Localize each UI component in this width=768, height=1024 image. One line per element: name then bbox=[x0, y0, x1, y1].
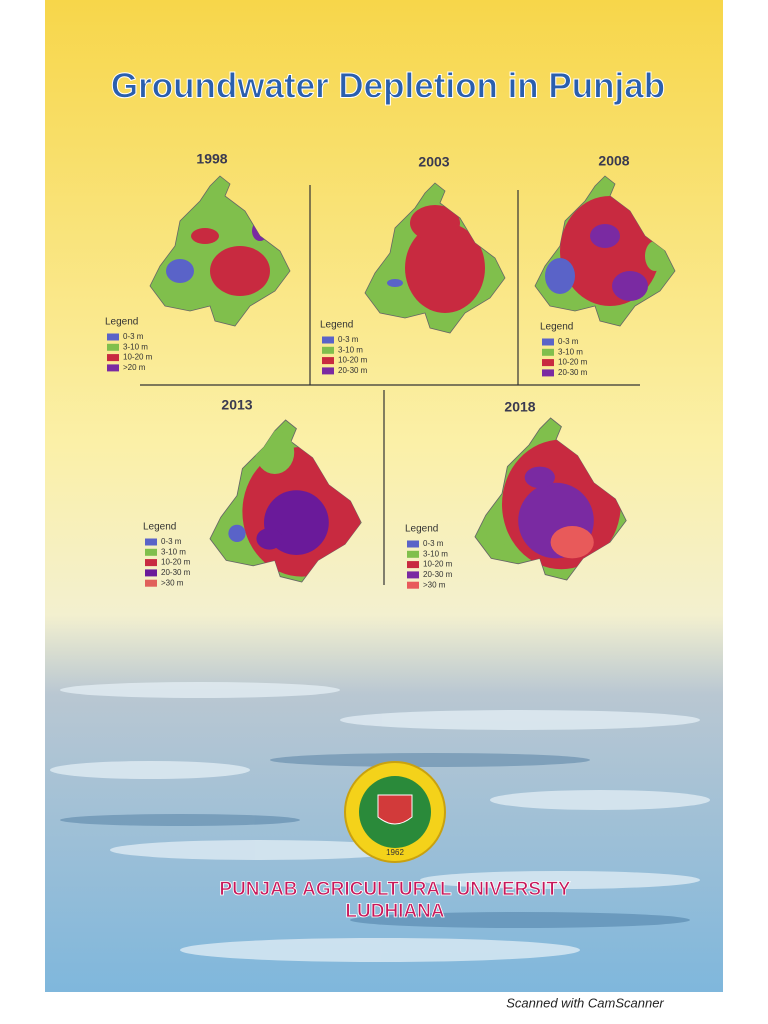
map-year: 2008 bbox=[598, 153, 629, 169]
legend-swatch bbox=[407, 550, 419, 558]
legend-swatch bbox=[145, 538, 157, 546]
zone bbox=[405, 223, 485, 313]
zone bbox=[645, 241, 665, 271]
legend-swatch bbox=[107, 343, 119, 351]
legend-label: 0-3 m bbox=[338, 335, 359, 344]
legend-label: 20-30 m bbox=[423, 570, 453, 579]
zone bbox=[590, 224, 620, 248]
legend-swatch bbox=[407, 581, 419, 589]
legend-swatch bbox=[145, 548, 157, 556]
zone bbox=[256, 528, 283, 550]
map-year: 2013 bbox=[221, 397, 252, 413]
legend-label: 3-10 m bbox=[123, 342, 148, 351]
legend-title: Legend bbox=[320, 320, 353, 331]
legend-label: 0-3 m bbox=[423, 539, 444, 548]
legend-swatch bbox=[322, 346, 334, 354]
legend-label: 20-30 m bbox=[161, 568, 191, 577]
legend-label: 10-20 m bbox=[338, 356, 368, 365]
water bbox=[50, 682, 710, 962]
map-zones bbox=[387, 205, 485, 313]
zone bbox=[545, 258, 575, 294]
legend-label: 3-10 m bbox=[338, 345, 363, 354]
zone bbox=[228, 524, 246, 543]
legend-label: >30 m bbox=[423, 580, 446, 589]
zone bbox=[524, 466, 555, 489]
legend-label: 3-10 m bbox=[161, 547, 186, 556]
legend-title: Legend bbox=[105, 317, 138, 328]
legend-swatch bbox=[145, 559, 157, 567]
legend-swatch bbox=[107, 354, 119, 362]
legend-title: Legend bbox=[143, 522, 176, 533]
legend-swatch bbox=[107, 333, 119, 341]
zone bbox=[550, 526, 594, 559]
university-city: LUDHIANA bbox=[345, 901, 444, 922]
map-year: 2003 bbox=[418, 154, 449, 170]
legend-title: Legend bbox=[405, 524, 438, 535]
legend-swatch bbox=[322, 336, 334, 344]
legend-swatch bbox=[145, 579, 157, 587]
legend-label: 10-20 m bbox=[123, 353, 153, 362]
legend-label: 20-30 m bbox=[558, 368, 588, 377]
legend-swatch bbox=[407, 571, 419, 579]
dividers bbox=[140, 185, 640, 585]
zone bbox=[485, 526, 508, 548]
legend-swatch bbox=[322, 367, 334, 375]
legend-swatch bbox=[322, 357, 334, 365]
zone bbox=[410, 205, 460, 241]
footer: Scanned with CamScanner bbox=[506, 995, 664, 1010]
legend-swatch bbox=[542, 359, 554, 367]
legend-swatch bbox=[542, 338, 554, 346]
university-name: PUNJAB AGRICULTURAL UNIVERSITY bbox=[219, 879, 570, 900]
map bbox=[364, 182, 506, 334]
legend-swatch bbox=[542, 348, 554, 356]
legend-label: 10-20 m bbox=[558, 358, 588, 367]
zone bbox=[387, 279, 403, 287]
legend-label: >30 m bbox=[161, 578, 184, 587]
logo-year: 1962 bbox=[386, 848, 404, 857]
zone bbox=[166, 259, 194, 283]
legend-label: 0-3 m bbox=[161, 537, 182, 546]
legend-label: 20-30 m bbox=[338, 366, 368, 375]
legend-swatch bbox=[407, 561, 419, 569]
zone bbox=[612, 271, 648, 301]
zone bbox=[210, 246, 270, 296]
legend-swatch bbox=[107, 364, 119, 372]
map-zones bbox=[545, 196, 665, 306]
map-year: 1998 bbox=[196, 151, 227, 167]
legend-label: >20 m bbox=[123, 363, 146, 372]
legend-swatch bbox=[407, 540, 419, 548]
map-year: 2018 bbox=[504, 399, 535, 415]
map bbox=[534, 175, 676, 327]
legend-label: 0-3 m bbox=[123, 332, 144, 341]
legend-label: 10-20 m bbox=[423, 560, 453, 569]
legend-label: 3-10 m bbox=[423, 549, 448, 558]
legend-title: Legend bbox=[540, 322, 573, 333]
title: Groundwater Depletion in Punjab bbox=[111, 66, 665, 105]
legend-label: 0-3 m bbox=[558, 337, 579, 346]
legend-label: 10-20 m bbox=[161, 558, 191, 567]
legend-swatch bbox=[145, 569, 157, 577]
legend-label: 3-10 m bbox=[558, 347, 583, 356]
zone bbox=[191, 228, 219, 244]
legend-swatch bbox=[542, 369, 554, 377]
